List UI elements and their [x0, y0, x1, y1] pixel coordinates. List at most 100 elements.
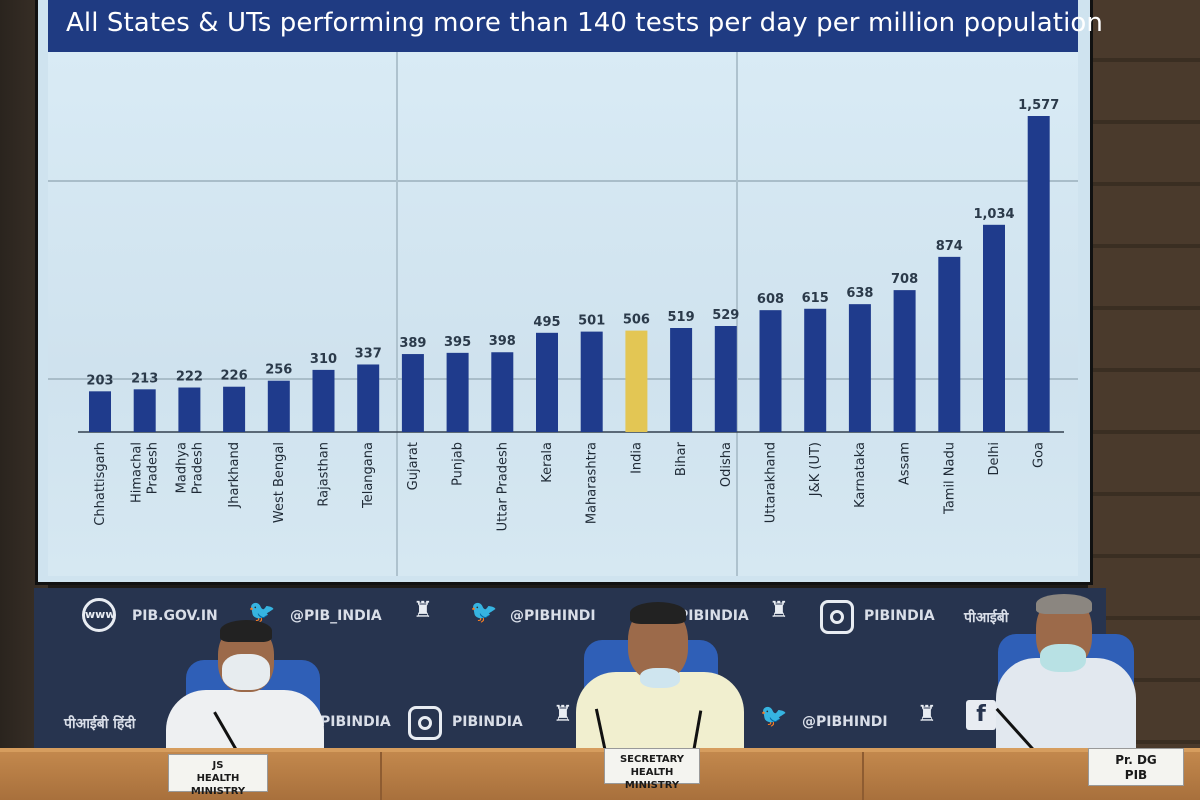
backdrop-text: PIBINDIA	[678, 608, 749, 624]
bar	[983, 224, 1005, 432]
bar	[1027, 116, 1050, 432]
x-tick-label: Bihar	[674, 441, 689, 476]
data-label: 608	[757, 292, 784, 307]
national-emblem-icon: ♜	[769, 598, 789, 623]
data-label: 529	[712, 308, 739, 323]
x-tick-label: Chhattisgarh	[93, 442, 108, 526]
slide-title: All States & UTs performing more than 14…	[66, 8, 1103, 38]
data-label: 213	[131, 371, 158, 386]
screen-seam	[48, 180, 1078, 182]
data-label: 708	[891, 272, 918, 287]
x-tick-label: Himachal	[130, 442, 145, 503]
bar	[223, 386, 246, 432]
data-label: 256	[265, 363, 292, 378]
hair	[630, 602, 686, 624]
x-tick-label: Assam	[898, 442, 913, 485]
backdrop-text: PIB.GOV.IN	[132, 608, 218, 624]
twitter-bird-icon: 🐦	[760, 704, 788, 729]
twitter-bird-icon: 🐦	[470, 600, 498, 625]
data-label: 1,577	[1018, 98, 1059, 113]
bar	[848, 304, 871, 432]
bar	[357, 364, 380, 432]
nameplate-line: JS	[212, 760, 224, 771]
nameplate-left: JS HEALTH MINISTRY	[168, 754, 268, 797]
national-emblem-icon: ♜	[553, 702, 573, 727]
www-globe-icon: www	[82, 598, 116, 632]
bar	[625, 330, 648, 432]
x-tick-label: Kerala	[540, 442, 555, 483]
nameplate-line: Pr. DG	[1115, 753, 1157, 767]
table-seam	[380, 752, 382, 800]
face-mask	[640, 668, 680, 688]
bar	[893, 290, 916, 432]
nameplate-line: PIB	[1124, 768, 1148, 782]
x-tick-label: Maharashtra	[585, 442, 600, 524]
backdrop-text: पीआईबी	[964, 610, 1009, 626]
backdrop-text: PIBINDIA	[864, 608, 935, 624]
bar	[89, 391, 111, 432]
backdrop-text: @PIB_INDIA	[290, 608, 382, 624]
data-label: 495	[533, 315, 560, 330]
x-tick-label: West Bengal	[272, 442, 287, 523]
screen-seam	[48, 378, 1078, 380]
instagram-icon	[408, 706, 442, 740]
nameplate-line: SECRETARY	[619, 754, 685, 765]
bar	[491, 352, 514, 432]
face-mask	[222, 654, 270, 690]
data-label: 506	[623, 313, 650, 328]
shirt	[996, 658, 1136, 752]
data-label: 389	[399, 336, 426, 351]
x-tick-label: Pradesh	[190, 442, 205, 494]
x-tick-label: Karnataka	[853, 442, 868, 508]
bar	[401, 354, 424, 432]
slide-title-bar: All States & UTs performing more than 14…	[48, 0, 1103, 52]
data-label: 398	[489, 334, 516, 349]
data-label: 203	[86, 373, 113, 388]
x-tick-label: Rajasthan	[317, 442, 332, 507]
chart-area: 203 Chhattisgarh 213 Himachal Pradesh 222 Madh…	[48, 52, 1078, 576]
x-tick-label: Telangana	[361, 442, 376, 509]
bar	[759, 310, 782, 432]
x-tick-label: Odisha	[719, 442, 734, 487]
x-tick-label: Madhya	[174, 442, 189, 493]
video-wall-screen: All States & UTs performing more than 14…	[38, 0, 1103, 582]
bar	[938, 256, 961, 432]
bar	[133, 389, 156, 432]
data-label: 1,034	[973, 207, 1014, 222]
backdrop-text: पीआईबी हिंदी	[64, 716, 136, 732]
data-label: 615	[802, 291, 829, 306]
x-tick-label: Tamil Nadu	[942, 442, 957, 515]
bar	[312, 369, 335, 432]
facebook-icon: f	[966, 700, 996, 730]
data-label: 501	[578, 314, 605, 329]
national-emblem-icon: ♜	[413, 598, 433, 623]
x-tick-label: J&K (UT)	[808, 442, 823, 497]
x-tick-label: India	[629, 442, 644, 474]
data-label: 519	[668, 310, 695, 325]
x-tick-label: Goa	[1032, 442, 1047, 468]
backdrop-text: @PIBHINDI	[510, 608, 596, 624]
x-tick-label: Uttar Pradesh	[495, 442, 510, 531]
x-tick-label: Gujarat	[406, 442, 421, 490]
instagram-icon	[820, 600, 854, 634]
bar	[446, 352, 469, 432]
data-label: 337	[355, 346, 382, 361]
screen-seam	[736, 52, 738, 576]
bar	[670, 328, 693, 432]
bar	[804, 308, 827, 432]
bar	[714, 325, 737, 432]
screen-seam	[396, 52, 398, 576]
shirt	[166, 690, 324, 752]
x-tick-label: Uttarakhand	[764, 442, 779, 523]
x-tick-label: Punjab	[451, 442, 466, 486]
nameplate-center: SECRETARY HEALTH MINISTRY	[604, 748, 700, 791]
data-label: 874	[936, 239, 963, 254]
national-emblem-icon: ♜	[917, 702, 937, 727]
data-label: 310	[310, 352, 337, 367]
bar	[267, 380, 290, 432]
hair	[1036, 594, 1092, 614]
data-label: 638	[846, 286, 873, 301]
bar	[536, 332, 558, 432]
x-tick-label: Delhi	[987, 442, 1002, 475]
